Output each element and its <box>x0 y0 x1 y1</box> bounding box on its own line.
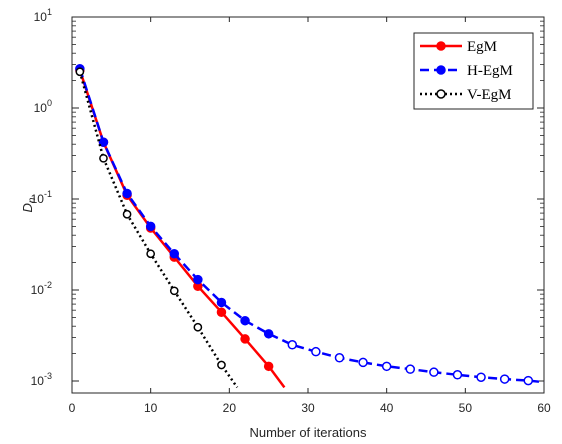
y-tick-label-exp: -2 <box>44 280 52 290</box>
legend-label: V-EgM <box>467 87 511 103</box>
y-tick-label-base: 10 <box>34 10 48 24</box>
legend-marker <box>436 89 446 99</box>
x-axis-label: Number of iterations <box>249 425 367 440</box>
y-tick-label: 10-3 <box>31 371 52 388</box>
y-axis-label-main: D <box>20 203 35 212</box>
y-tick-label-exp: -3 <box>44 371 52 381</box>
data-point <box>405 364 416 374</box>
data-point <box>99 153 108 163</box>
y-tick-label-exp: 0 <box>47 98 52 108</box>
y-axis-label-subscript: n <box>27 197 38 203</box>
data-point <box>240 334 250 344</box>
series-layer <box>75 63 545 389</box>
data-point <box>452 370 463 380</box>
data-point <box>381 361 392 372</box>
x-tick-label: 20 <box>223 401 237 415</box>
y-tick-label: 10-1 <box>31 189 52 206</box>
data-point <box>358 357 368 368</box>
legend-marker <box>436 65 446 75</box>
data-point <box>75 67 85 77</box>
data-point <box>217 360 226 370</box>
x-tick-label: 50 <box>459 401 473 415</box>
y-axis-label: Dn <box>20 197 38 212</box>
data-point <box>146 249 156 259</box>
y-tick-label-exp: 1 <box>47 7 52 17</box>
y-tick-label-base: 10 <box>34 101 48 115</box>
x-tick-label: 40 <box>380 401 394 415</box>
data-point <box>145 221 156 232</box>
data-point <box>169 249 180 259</box>
y-tick-label-exp: -1 <box>44 189 52 199</box>
legend-marker <box>436 41 446 51</box>
legend-label: H-EgM <box>467 63 513 79</box>
data-point <box>429 367 439 377</box>
data-point <box>216 307 227 317</box>
data-point <box>523 375 534 386</box>
x-tick-label: 10 <box>144 401 158 415</box>
y-tick-label: 101 <box>34 7 52 24</box>
data-point <box>122 209 132 219</box>
y-tick-label-base: 10 <box>31 374 45 388</box>
x-tick-label: 0 <box>69 401 76 415</box>
series-line-v-egm <box>78 71 239 389</box>
data-point <box>263 329 274 339</box>
y-tick-label-base: 10 <box>31 192 45 206</box>
data-point <box>193 274 203 285</box>
legend: EgM H-EgM V-EgM <box>413 32 534 110</box>
x-tick-label: 30 <box>301 401 315 415</box>
data-point <box>193 322 203 332</box>
data-point <box>499 374 510 384</box>
data-point <box>476 372 486 382</box>
x-tick-label: 60 <box>537 401 551 415</box>
data-point <box>311 346 321 357</box>
y-tick-label-base: 10 <box>31 283 45 297</box>
data-point <box>240 315 250 326</box>
data-point <box>287 340 298 350</box>
y-tick-label: 10-2 <box>31 280 52 297</box>
data-point <box>216 297 227 308</box>
legend-label: EgM <box>467 39 497 55</box>
data-point <box>263 361 274 372</box>
data-point <box>334 353 345 363</box>
data-point <box>169 286 179 296</box>
y-tick-label: 100 <box>34 98 52 115</box>
data-point <box>122 188 132 199</box>
data-point <box>98 137 109 148</box>
